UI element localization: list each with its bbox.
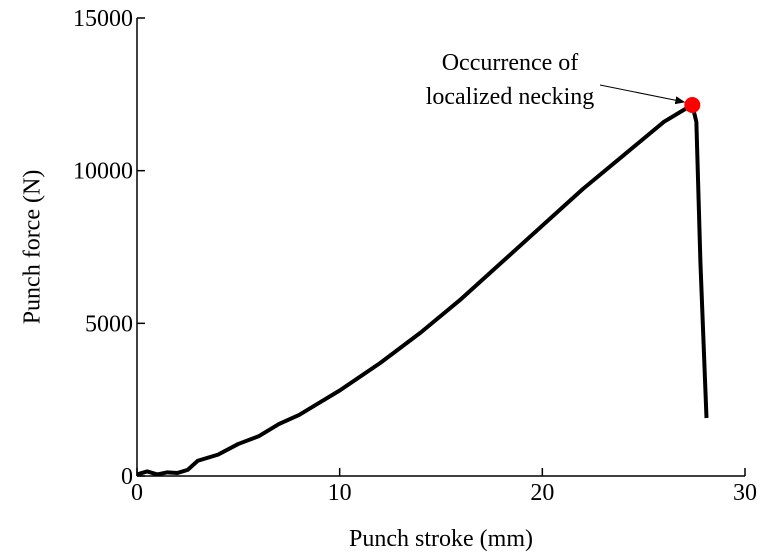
y-axis-label: Punch force (N) <box>20 170 46 325</box>
y-tick-label: 0 <box>121 464 133 490</box>
x-tick-label: 20 <box>530 480 554 506</box>
x-tick-label: 10 <box>328 480 352 506</box>
annotation-text: localized necking <box>426 84 595 110</box>
x-tick-label: 30 <box>733 480 757 506</box>
annotation-arrow <box>599 84 686 105</box>
annotation-text: Occurrence of <box>442 50 579 76</box>
y-tick-label: 5000 <box>85 311 133 337</box>
data-line <box>136 103 709 477</box>
x-tick-label: 0 <box>131 480 143 506</box>
x-axis-label: Punch stroke (mm) <box>349 526 533 552</box>
annotation-point <box>684 97 701 114</box>
y-tick-label: 15000 <box>73 6 133 32</box>
y-tick-label: 10000 <box>73 159 133 185</box>
